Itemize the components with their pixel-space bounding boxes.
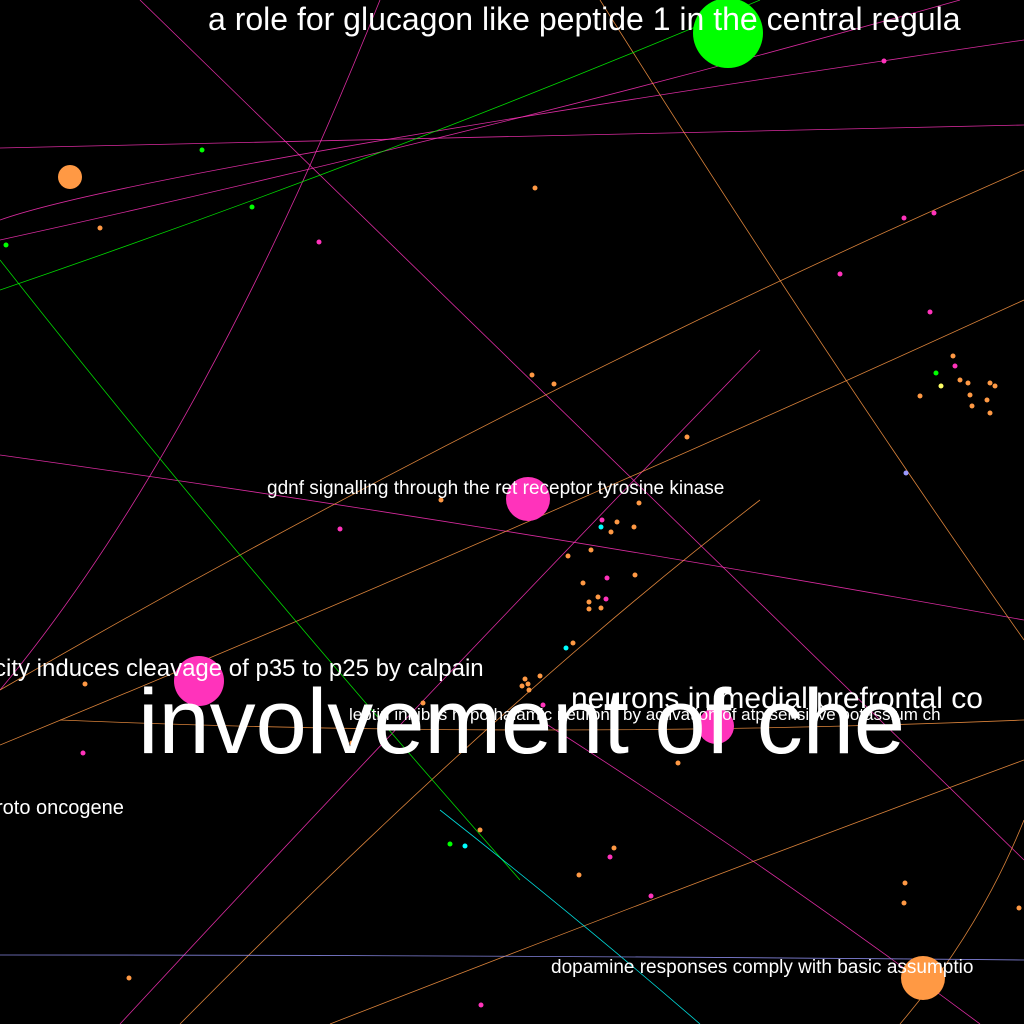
graph-node[interactable] [901, 215, 907, 221]
graph-node[interactable] [902, 880, 908, 886]
graph-edge [0, 299, 1024, 746]
graph-node[interactable] [614, 519, 620, 525]
graph-node[interactable] [992, 383, 998, 389]
graph-node[interactable] [957, 377, 963, 383]
graph-node[interactable] [631, 524, 637, 530]
graph-edge [119, 349, 761, 1024]
graph-edge [139, 0, 1024, 861]
graph-node-large[interactable] [698, 708, 734, 744]
graph-node[interactable] [598, 605, 604, 611]
graph-node-large[interactable] [901, 956, 945, 1000]
graph-node[interactable] [969, 403, 975, 409]
graph-node[interactable] [420, 700, 426, 706]
graph-node[interactable] [903, 470, 909, 476]
graph-node[interactable] [952, 363, 958, 369]
graph-node[interactable] [917, 393, 923, 399]
graph-node[interactable] [604, 575, 610, 581]
graph-node[interactable] [316, 239, 322, 245]
graph-node[interactable] [648, 893, 654, 899]
graph-node[interactable] [950, 353, 956, 359]
graph-node[interactable] [938, 383, 944, 389]
graph-node[interactable] [82, 681, 88, 687]
graph-node[interactable] [607, 854, 613, 860]
graph-node[interactable] [576, 872, 582, 878]
graph-node[interactable] [565, 553, 571, 559]
graph-node[interactable] [965, 380, 971, 386]
graph-node[interactable] [984, 397, 990, 403]
graph-node[interactable] [603, 596, 609, 602]
graph-edge [0, 169, 1024, 691]
graph-node[interactable] [987, 380, 993, 386]
graph-node-large[interactable] [58, 165, 82, 189]
graph-node[interactable] [522, 676, 528, 682]
graph-node[interactable] [478, 1002, 484, 1008]
graph-edge [329, 759, 1024, 1024]
graph-node[interactable] [967, 392, 973, 398]
graph-edge [0, 124, 1024, 149]
graph-node[interactable] [529, 372, 535, 378]
graph-node[interactable] [525, 681, 531, 687]
graph-node[interactable] [598, 524, 604, 530]
graph-node[interactable] [438, 497, 444, 503]
graph-node[interactable] [349, 740, 355, 746]
graph-edge [0, 0, 761, 291]
graph-edge [0, 454, 1024, 621]
graph-node[interactable] [933, 370, 939, 376]
graph-node-large[interactable] [506, 477, 550, 521]
graph-node[interactable] [580, 580, 586, 586]
graph-node[interactable] [3, 242, 9, 248]
graph-node[interactable] [632, 572, 638, 578]
graph-node[interactable] [675, 760, 681, 766]
graph-node[interactable] [931, 210, 937, 216]
graph-node[interactable] [532, 185, 538, 191]
graph-node[interactable] [126, 975, 132, 981]
graph-node[interactable] [684, 434, 690, 440]
graph-edge [439, 809, 701, 1024]
graph-node[interactable] [537, 673, 543, 679]
graph-node[interactable] [563, 645, 569, 651]
graph-node[interactable] [477, 827, 483, 833]
graph-edge [59, 719, 1024, 731]
graph-node[interactable] [526, 687, 532, 693]
graph-node[interactable] [586, 606, 592, 612]
graph-node[interactable] [927, 309, 933, 315]
graph-node[interactable] [987, 410, 993, 416]
graph-edge [0, 954, 1024, 961]
graph-edge [179, 499, 761, 1024]
graph-edge [0, 0, 961, 241]
graph-node[interactable] [337, 526, 343, 532]
graph-node[interactable] [249, 204, 255, 210]
graph-node[interactable] [199, 147, 205, 153]
graph-node[interactable] [636, 500, 642, 506]
graph-node[interactable] [97, 225, 103, 231]
graph-node[interactable] [447, 841, 453, 847]
node-layer [3, 0, 1022, 1008]
graph-node[interactable] [611, 845, 617, 851]
graph-edge [0, 0, 381, 691]
graph-edge [0, 39, 1024, 221]
graph-node-large[interactable] [693, 0, 763, 68]
graph-node[interactable] [599, 517, 605, 523]
graph-edge [599, 0, 1024, 641]
graph-node[interactable] [80, 750, 86, 756]
graph-node[interactable] [586, 599, 592, 605]
graph-node[interactable] [901, 900, 907, 906]
graph-node[interactable] [462, 843, 468, 849]
graph-node[interactable] [837, 271, 843, 277]
graph-edge [899, 819, 1024, 1024]
graph-node[interactable] [551, 381, 557, 387]
graph-node[interactable] [608, 529, 614, 535]
graph-node[interactable] [540, 702, 546, 708]
graph-node[interactable] [881, 58, 887, 64]
graph-node[interactable] [570, 640, 576, 646]
graph-node[interactable] [519, 683, 525, 689]
graph-node[interactable] [595, 594, 601, 600]
graph-node[interactable] [1016, 905, 1022, 911]
graph-edge [0, 259, 521, 881]
graph-node-large[interactable] [174, 656, 224, 706]
graph-node[interactable] [588, 547, 594, 553]
